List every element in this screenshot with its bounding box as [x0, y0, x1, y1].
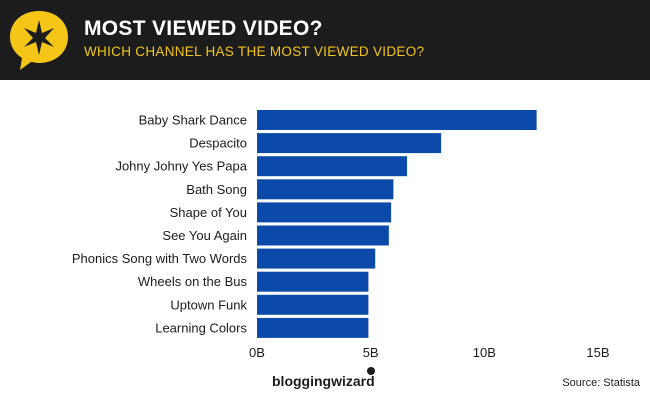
source-note: Source: Statista	[562, 377, 640, 389]
category-label: Uptown Funk	[170, 297, 247, 312]
star-speech-bubble-icon	[10, 11, 68, 70]
header-banner: MOST VIEWED VIDEO? WHICH CHANNEL HAS THE…	[0, 0, 650, 80]
category-label: See You Again	[162, 228, 247, 243]
x-tick-label: 0B	[249, 345, 265, 360]
bar	[257, 248, 376, 269]
bar	[257, 110, 537, 130]
brand-logo-dot	[367, 367, 375, 375]
bar	[257, 156, 408, 177]
bar	[257, 225, 389, 246]
category-label: Johny Johny Yes Papa	[115, 159, 247, 174]
category-label: Learning Colors	[155, 320, 247, 335]
category-label: Baby Shark Dance	[139, 113, 247, 128]
category-label: Wheels on the Bus	[138, 274, 248, 289]
bar	[257, 294, 369, 315]
page-subtitle: WHICH CHANNEL HAS THE MOST VIEWED VIDEO?	[84, 44, 425, 59]
category-label: Shape of You	[170, 205, 247, 220]
x-tick-label: 15B	[586, 345, 609, 360]
bar	[257, 179, 394, 200]
category-label: Bath Song	[186, 182, 247, 197]
brand-logo: bloggingwizard	[272, 373, 375, 389]
page-title: MOST VIEWED VIDEO?	[84, 17, 323, 40]
x-tick-label: 10B	[473, 345, 496, 360]
bar	[257, 317, 369, 338]
category-label: Despacito	[189, 136, 247, 151]
category-label: Phonics Song with Two Words	[72, 251, 248, 266]
bar	[257, 202, 392, 223]
bar-chart: Baby Shark Dance Despacito Johny Johny Yes…	[72, 110, 610, 360]
x-tick-label: 5B	[363, 345, 379, 360]
bar	[257, 271, 369, 292]
bar	[257, 133, 442, 154]
